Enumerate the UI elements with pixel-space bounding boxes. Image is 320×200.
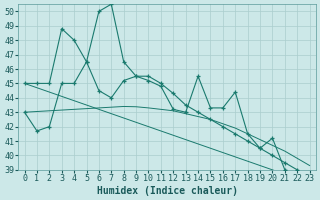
X-axis label: Humidex (Indice chaleur): Humidex (Indice chaleur) — [97, 186, 237, 196]
